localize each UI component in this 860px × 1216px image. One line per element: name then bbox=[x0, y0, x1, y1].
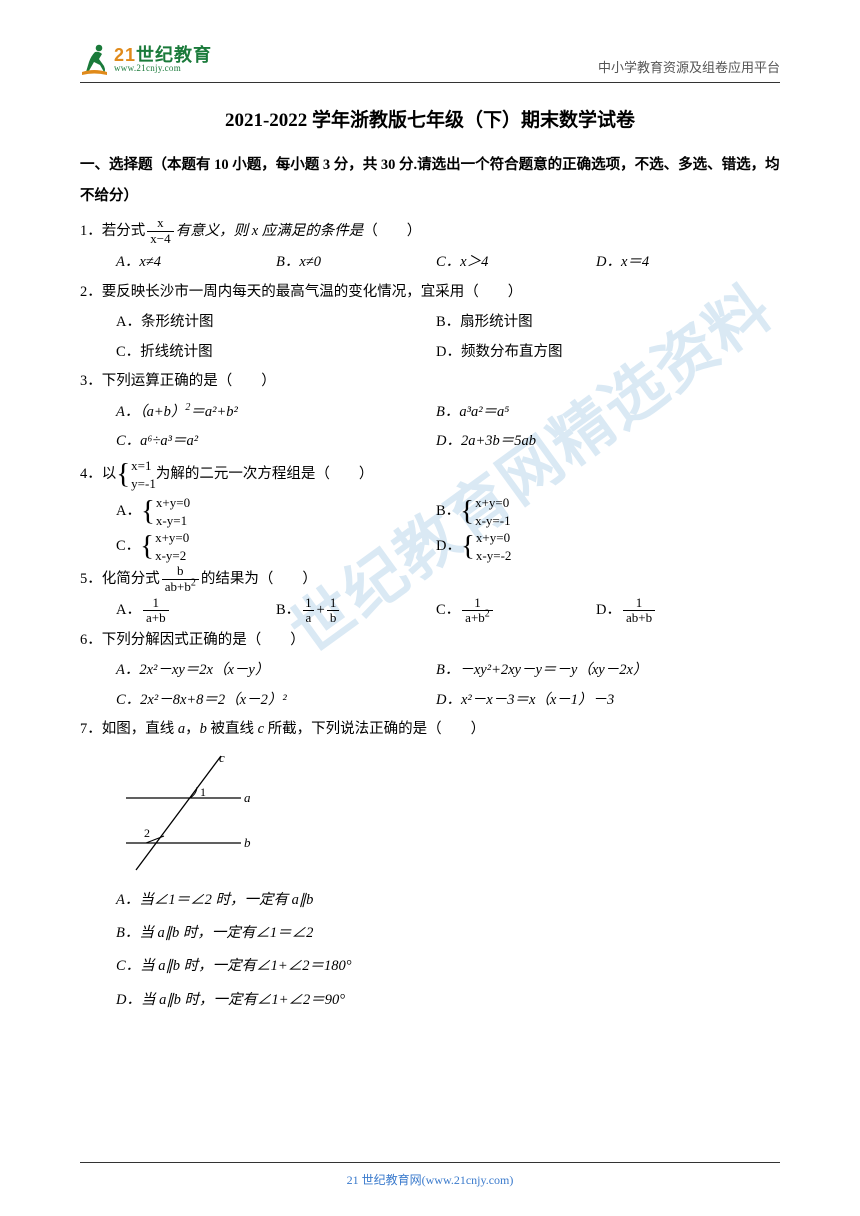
q7-opt-c: C．当 a∥b 时，一定有∠1+∠2＝180° bbox=[80, 950, 780, 983]
page-content: 21世纪教育 www.21cnjy.com 中小学教育资源及组卷应用平台 202… bbox=[0, 0, 860, 1017]
q6-opt-b: B．－xy²+2xy－y＝－y（xy－2x） bbox=[436, 656, 756, 686]
runner-icon bbox=[80, 42, 110, 76]
section-1-header: 一、选择题（本题有 10 小题，每小题 3 分，共 30 分.请选出一个符合题意… bbox=[80, 150, 780, 212]
svg-text:2: 2 bbox=[144, 826, 150, 840]
q3-opt-b: B．a³a²＝a⁵ bbox=[436, 398, 756, 428]
q2-opt-d: D．频数分布直方图 bbox=[436, 338, 756, 368]
q7-opt-a: A．当∠1＝∠2 时，一定有 a∥b bbox=[80, 884, 780, 917]
svg-text:c: c bbox=[219, 750, 225, 765]
q1-opt-d: D．x＝4 bbox=[596, 248, 756, 278]
q5-opt-c: C． 1a+b2 bbox=[436, 596, 596, 626]
q5-opt-a: A． 1a+b bbox=[116, 596, 276, 626]
q2-options-1: A．条形统计图 B．扇形统计图 bbox=[80, 308, 780, 338]
q7-opt-d: D．当 a∥b 时，一定有∠1+∠2＝90° bbox=[80, 984, 780, 1017]
q4-options-1: A． {x+y=0x-y=1 B． {x+y=0x-y=-1 bbox=[80, 494, 780, 529]
q1-stem-a: 1．若分式 bbox=[80, 217, 145, 245]
q4-opt-a: A． {x+y=0x-y=1 bbox=[116, 494, 436, 529]
logo-title: 21世纪教育 bbox=[114, 46, 212, 64]
q2-opt-c: C．折线统计图 bbox=[116, 338, 436, 368]
q4-stem-b: 为解的二元一次方程组是（ ） bbox=[156, 460, 374, 488]
q2-opt-a: A．条形统计图 bbox=[116, 308, 436, 338]
q6-options-1: A．2x²－xy＝2x（x－y） B．－xy²+2xy－y＝－y（xy－2x） bbox=[80, 656, 780, 686]
q3-opt-d: D．2a+3b＝5ab bbox=[436, 427, 756, 457]
q1-fraction: x x−4 bbox=[147, 216, 173, 246]
q4-options-2: C． {x+y=0x-y=2 D． {x+y=0x-y=-2 bbox=[80, 529, 780, 564]
q3-opt-c: C．a⁶÷a³＝a² bbox=[116, 427, 436, 457]
q4-opt-c: C． {x+y=0x-y=2 bbox=[116, 529, 436, 564]
q7-diagram: c a b 1 2 bbox=[116, 748, 256, 878]
page-footer: 21 世纪教育网(www.21cnjy.com) bbox=[80, 1162, 780, 1188]
q1-opt-a: A．x≠4 bbox=[116, 248, 276, 278]
q6-opt-c: C．2x²－8x+8＝2（x－2）² bbox=[116, 686, 436, 716]
q1-opt-c: C．x＞4 bbox=[436, 248, 596, 278]
question-2: 2．要反映长沙市一周内每天的最高气温的变化情况，宜采用（ ） bbox=[80, 278, 780, 306]
question-7: 7．如图，直线 a，b 被直线 c 所截，下列说法正确的是（ ） bbox=[80, 715, 780, 743]
q5-stem-a: 5．化简分式 bbox=[80, 565, 160, 593]
svg-text:b: b bbox=[244, 835, 251, 850]
page-header: 21世纪教育 www.21cnjy.com 中小学教育资源及组卷应用平台 bbox=[80, 42, 780, 83]
q4-opt-d: D． {x+y=0x-y=-2 bbox=[436, 529, 756, 564]
q6-opt-d: D．x²－x－3＝x（x－1）－3 bbox=[436, 686, 756, 716]
q5-fraction: b ab+b2 bbox=[162, 564, 199, 594]
svg-text:a: a bbox=[244, 790, 251, 805]
q7-stem: 7．如图，直线 a，b 被直线 c 所截，下列说法正确的是（ ） bbox=[80, 721, 485, 737]
q4-system: { x=1y=-1 bbox=[116, 457, 156, 492]
question-1: 1．若分式 x x−4 有意义，则 x 应满足的条件是（ ） bbox=[80, 216, 780, 246]
q6-options-2: C．2x²－8x+8＝2（x－2）² D．x²－x－3＝x（x－1）－3 bbox=[80, 686, 780, 716]
q3-opt-a: A．（a+b）2＝a²+b² bbox=[116, 398, 436, 428]
question-4: 4．以 { x=1y=-1 为解的二元一次方程组是（ ） bbox=[80, 457, 780, 492]
question-6: 6．下列分解因式正确的是（ ） bbox=[80, 626, 780, 654]
q1-stem-b: 有意义，则 x 应满足的条件是（ ） bbox=[176, 217, 422, 245]
header-right-text: 中小学教育资源及组卷应用平台 bbox=[598, 57, 780, 76]
q1-options: A．x≠4 B．x≠0 C．x＞4 D．x＝4 bbox=[80, 248, 780, 278]
q5-opt-b: B． 1a + 1b bbox=[276, 596, 436, 626]
exam-title: 2021-2022 学年浙教版七年级（下）期末数学试卷 bbox=[80, 105, 780, 132]
question-5: 5．化简分式 b ab+b2 的结果为（ ） bbox=[80, 564, 780, 594]
question-3: 3．下列运算正确的是（ ） bbox=[80, 367, 780, 395]
q3-options-2: C．a⁶÷a³＝a² D．2a+3b＝5ab bbox=[80, 427, 780, 457]
q1-opt-b: B．x≠0 bbox=[276, 248, 436, 278]
logo: 21世纪教育 www.21cnjy.com bbox=[80, 42, 212, 76]
q5-stem-b: 的结果为（ ） bbox=[201, 565, 317, 593]
logo-url: www.21cnjy.com bbox=[114, 64, 212, 73]
q4-opt-b: B． {x+y=0x-y=-1 bbox=[436, 494, 756, 529]
q6-opt-a: A．2x²－xy＝2x（x－y） bbox=[116, 656, 436, 686]
q7-opt-b: B．当 a∥b 时，一定有∠1＝∠2 bbox=[80, 917, 780, 950]
q2-options-2: C．折线统计图 D．频数分布直方图 bbox=[80, 338, 780, 368]
q5-opt-d: D． 1ab+b bbox=[596, 596, 756, 626]
svg-text:1: 1 bbox=[200, 785, 206, 799]
q5-options: A． 1a+b B． 1a + 1b C． 1a+b2 D． 1ab+b bbox=[80, 596, 780, 626]
q3-options-1: A．（a+b）2＝a²+b² B．a³a²＝a⁵ bbox=[80, 398, 780, 428]
q2-opt-b: B．扇形统计图 bbox=[436, 308, 756, 338]
q4-stem-a: 4．以 bbox=[80, 460, 116, 488]
